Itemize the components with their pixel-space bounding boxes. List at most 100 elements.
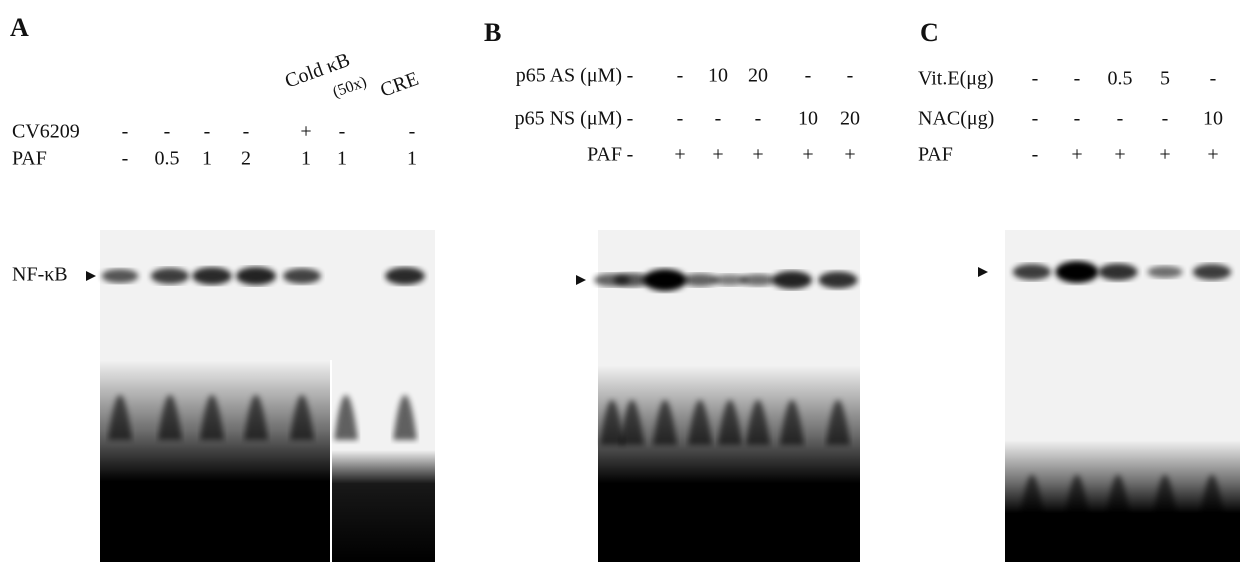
band — [712, 274, 748, 286]
lane-value: - — [1210, 68, 1217, 90]
lane-value: 10 — [708, 65, 728, 87]
lane-value: - — [1162, 108, 1169, 130]
lane-value: - — [164, 121, 171, 143]
lane-value: 0.5 — [155, 148, 180, 170]
lane-streak — [393, 395, 417, 440]
band — [150, 268, 190, 284]
gel-smear — [598, 365, 860, 562]
lane-value: - — [1117, 108, 1124, 130]
lane-value: - — [1032, 144, 1039, 166]
lane-value: 20 — [748, 65, 768, 87]
lane-value: - — [1074, 68, 1081, 90]
band — [1012, 264, 1052, 280]
band — [1147, 266, 1183, 278]
band — [192, 267, 232, 285]
lane-streak — [200, 395, 224, 440]
lane-streak — [600, 400, 624, 445]
row-label: CV6209 — [12, 121, 80, 143]
gel-smear — [332, 450, 435, 562]
lane-streak — [653, 400, 677, 445]
lane-value: + — [752, 144, 763, 166]
lane-value: - — [122, 148, 129, 170]
lane-value: - — [755, 108, 762, 130]
lane-value: 5 — [1160, 68, 1170, 90]
panel-label: C — [920, 18, 939, 47]
lane-streak — [620, 400, 644, 445]
lane-streak — [158, 395, 182, 440]
lane-value: - — [204, 121, 211, 143]
lane-value: 1 — [407, 148, 417, 170]
lane-value: + — [1159, 144, 1170, 166]
band — [613, 273, 651, 287]
lane-streak — [334, 395, 358, 440]
band — [682, 273, 718, 287]
lane-streak — [1200, 475, 1224, 520]
column-header: (50x) — [331, 73, 369, 101]
lane-value: 1 — [202, 148, 212, 170]
lane-value: - — [627, 65, 634, 87]
band — [1098, 263, 1138, 281]
row-label: PAF — [918, 144, 953, 166]
row-label: p65 NS (μM) — [515, 108, 622, 130]
band-label: NF-κB — [12, 264, 68, 286]
lane-value: - — [847, 65, 854, 87]
lane-value: - — [122, 121, 129, 143]
gel-smear — [100, 360, 330, 562]
panel: C Vit.E(μg) - - 0.5 5 - NAC(μg) - - - - 10 PAF - + + + + — [918, 18, 1240, 562]
band-arrow — [576, 275, 586, 285]
lane-value: - — [677, 108, 684, 130]
lane-streak — [1065, 475, 1089, 520]
lane-value: - — [627, 144, 634, 166]
band — [772, 271, 812, 289]
band — [385, 267, 425, 285]
lane-streak — [1020, 475, 1044, 520]
lane-value: + — [300, 121, 311, 143]
lane-value: 1 — [337, 148, 347, 170]
lane-streak — [244, 395, 268, 440]
panel-label: B — [484, 18, 501, 47]
band — [283, 268, 321, 284]
lane-streak — [1153, 475, 1177, 520]
lane-value: - — [1032, 108, 1039, 130]
lane-value: - — [243, 121, 250, 143]
lane-value: 1 — [301, 148, 311, 170]
lane-value: + — [712, 144, 723, 166]
lane-value: 20 — [840, 108, 860, 130]
lane-value: 10 — [1203, 108, 1223, 130]
lane-streak — [746, 400, 770, 445]
lane-value: - — [409, 121, 416, 143]
band — [1192, 264, 1232, 280]
lane-value: 0.5 — [1108, 68, 1133, 90]
band — [1055, 261, 1099, 283]
lane-streak — [826, 400, 850, 445]
lane-streak — [1106, 475, 1130, 520]
lane-streak — [780, 400, 804, 445]
lane-value: - — [677, 65, 684, 87]
lane-streak — [108, 395, 132, 440]
lane-value: + — [674, 144, 685, 166]
lane-value: + — [1207, 144, 1218, 166]
lane-value: + — [844, 144, 855, 166]
row-label: Vit.E(μg) — [918, 68, 994, 90]
lane-value: 10 — [798, 108, 818, 130]
lane-value: 2 — [241, 148, 251, 170]
lane-value: - — [339, 121, 346, 143]
row-label: PAF — [12, 148, 47, 170]
band — [740, 274, 776, 286]
band — [101, 269, 139, 283]
lane-streak — [290, 395, 314, 440]
lane-value: - — [1032, 68, 1039, 90]
column-header: CRE — [377, 68, 421, 102]
lane-streak — [688, 400, 712, 445]
lane-value: - — [627, 108, 634, 130]
lane-streak — [718, 400, 742, 445]
row-label: PAF — [587, 144, 622, 166]
row-label: p65 AS (μM) — [516, 65, 622, 87]
panel-label: A — [10, 13, 29, 42]
band — [643, 269, 687, 291]
band — [818, 271, 858, 289]
lane-value: + — [1071, 144, 1082, 166]
band-arrow — [978, 267, 988, 277]
